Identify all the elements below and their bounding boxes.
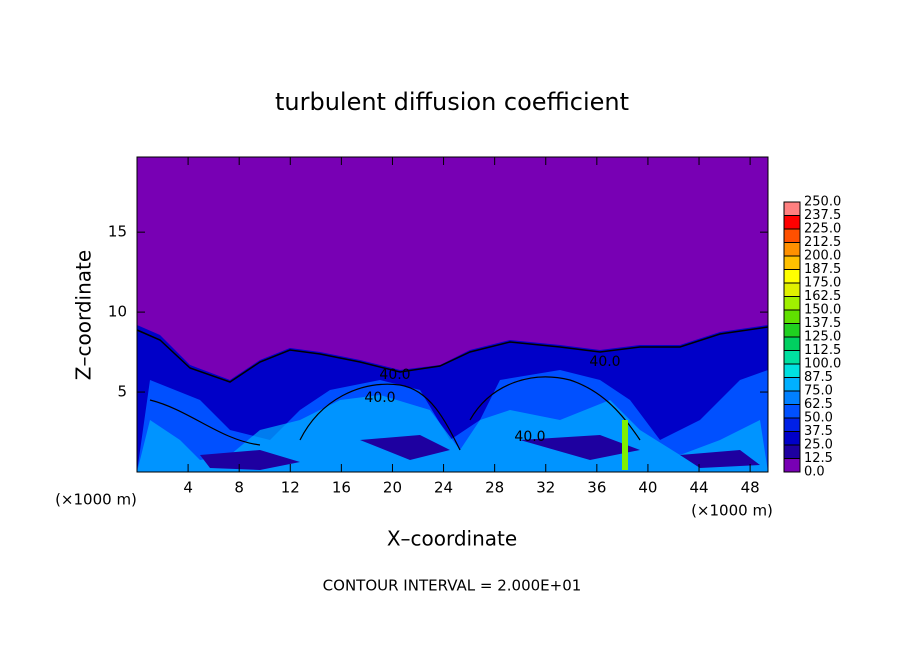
x-axis-title: X–coordinate	[387, 527, 517, 551]
y-tick-label: 10	[108, 303, 127, 321]
x-tick-label: 40	[638, 479, 657, 497]
y-tick-label: 5	[117, 383, 127, 401]
x-tick-label: 8	[234, 479, 244, 497]
colorbar-label: 137.5	[804, 316, 841, 331]
contour-label: 40.0	[379, 367, 410, 383]
colorbar-label: 162.5	[804, 289, 841, 304]
x-tick-label: 28	[485, 479, 504, 497]
colorbar-label: 75.0	[804, 384, 833, 399]
contour-label: 40.0	[514, 429, 545, 445]
colorbar-swatch	[784, 458, 800, 472]
x-tick-label: 44	[689, 479, 708, 497]
x-unit: (×1000 m)	[55, 491, 137, 509]
colorbar-swatch	[784, 242, 800, 256]
colorbar-label: 200.0	[804, 249, 841, 264]
colorbar-label: 100.0	[804, 357, 841, 372]
colorbar-label: 225.0	[804, 222, 841, 237]
footer-note: CONTOUR INTERVAL = 2.000E+01	[323, 577, 582, 595]
colorbar-swatch	[784, 310, 800, 324]
colorbar-swatch	[784, 431, 800, 445]
colorbar-label: 87.5	[804, 370, 833, 385]
colorbar-swatch	[784, 215, 800, 229]
x-tick-label: 4	[183, 479, 193, 497]
colorbar-swatch	[784, 202, 800, 216]
colorbar-label: 125.0	[804, 330, 841, 345]
colorbar-label: 212.5	[804, 235, 841, 250]
field-contour	[149, 376, 641, 451]
colorbar-swatch	[784, 256, 800, 270]
colorbar-label: 37.5	[804, 424, 833, 439]
colorbar-label: 62.5	[804, 397, 833, 412]
colorbar-label: 112.5	[804, 343, 841, 358]
x-tick-label: 36	[587, 479, 606, 497]
field-region	[200, 435, 760, 470]
x-tick-label: 32	[536, 479, 555, 497]
y-tick-label: 15	[108, 223, 127, 241]
contour-label: 40.0	[589, 354, 620, 370]
colorbar-swatch	[784, 418, 800, 432]
colorbar-label: 50.0	[804, 411, 833, 426]
colorbar-swatch	[784, 283, 800, 297]
x-tick-label: 48	[741, 479, 760, 497]
x-tick-label: 16	[332, 479, 351, 497]
colorbar-label: 150.0	[804, 303, 841, 318]
colorbar-swatch	[784, 391, 800, 405]
field-region	[622, 420, 628, 470]
colorbar-swatch	[784, 269, 800, 283]
colorbar-swatch	[784, 404, 800, 418]
colorbar-swatch	[784, 296, 800, 310]
plot-frame	[136, 156, 769, 473]
x-tick-label: 12	[281, 479, 300, 497]
colorbar-swatch	[784, 323, 800, 337]
chart-title: turbulent diffusion coefficient	[275, 88, 629, 116]
colorbar-swatch	[784, 350, 800, 364]
x-tick-label: 20	[383, 479, 402, 497]
colorbar-swatch	[784, 364, 800, 378]
colorbar-swatch	[784, 377, 800, 391]
field-contour	[136, 326, 769, 383]
colorbar-swatch	[784, 445, 800, 459]
x-tick-label: 24	[434, 479, 453, 497]
colorbar-swatch	[784, 229, 800, 243]
colorbar-swatch	[784, 337, 800, 351]
colorbar-label: 237.5	[804, 208, 841, 223]
colorbar-label: 175.0	[804, 276, 841, 291]
colorbar-label: 187.5	[804, 262, 841, 277]
contour-label: 40.0	[364, 390, 395, 406]
colorbar-label: 25.0	[804, 438, 833, 453]
colorbar-label: 0.0	[804, 465, 825, 480]
colorbar-label: 12.5	[804, 451, 833, 466]
y-axis-title: Z–coordinate	[72, 250, 96, 380]
x-unit: (×1000 m)	[691, 502, 773, 520]
contour-field	[136, 157, 769, 472]
colorbar-label: 250.0	[804, 195, 841, 210]
